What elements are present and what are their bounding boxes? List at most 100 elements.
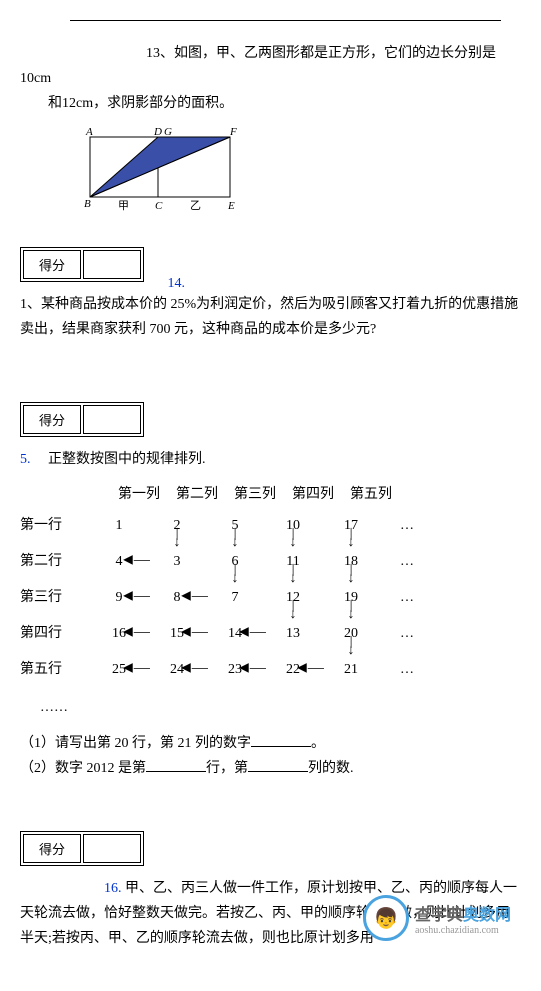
arrow-left-icon: ◄— [178, 583, 206, 612]
cell-1-4: 10↓ [264, 513, 322, 538]
arrow-down-icon: ↓ [347, 603, 354, 619]
arrow-left-icon: ◄— [178, 655, 206, 684]
blank-field [146, 757, 206, 772]
p15-q1: （1）请写出第 20 行，第 21 列的数字。 [20, 731, 521, 756]
cell-2-5: 18↓ [322, 549, 380, 574]
arrow-down-icon: ↓ [347, 531, 354, 547]
col-h5: 第五列 [342, 482, 400, 507]
score-label-16: 得分 [23, 834, 81, 863]
svg-text:G: G [164, 127, 172, 138]
cell-1-3: 5↓ [206, 513, 264, 538]
p14-qnum: 1 [20, 297, 27, 312]
ellipsis: … [400, 657, 414, 682]
col-h2: 第二列 [168, 482, 226, 507]
cell-1-5: 17↓ [322, 513, 380, 538]
arrow-left-icon: ◄— [120, 655, 148, 684]
arrow-down-icon: ↓ [231, 567, 238, 583]
p14-num: 14. [168, 276, 186, 291]
svg-text:F: F [229, 127, 237, 138]
score-label: 得分 [23, 250, 81, 279]
watermark-text: 查字典奥数网 aoshu.chazidian.com [415, 901, 511, 936]
ellipsis: … [400, 549, 414, 574]
arrow-left-icon: ◄— [120, 547, 148, 576]
watermark-logo: 👦 [363, 895, 409, 941]
cell-1-2: 2↓ [148, 513, 206, 538]
blank-field [251, 732, 311, 747]
arrow-down-icon: ↓ [289, 603, 296, 619]
svg-text:甲: 甲 [118, 200, 129, 212]
cell-2-2: ◄—3 [148, 549, 206, 574]
row-1: 第一行 1 2↓ 5↓ 10↓ 17↓ … [20, 507, 521, 543]
arrow-down-icon: ↓ [289, 531, 296, 547]
col-headers: 第一列 第二列 第三列 第四列 第五列 [110, 482, 521, 507]
svg-text:C: C [155, 200, 163, 212]
arrow-left-icon: ◄— [294, 655, 322, 684]
p14-text: 、某种商品按成本价的 25%为利润定价，然后为吸引顾客又打着九折的优惠措施卖出，… [20, 297, 518, 337]
row-4: 第四行 16 ◄—15 ◄—14 ◄—13 20↓ … [20, 615, 521, 651]
score-box-15: 得分 [20, 402, 144, 437]
cell-1-1: 1 [90, 513, 148, 538]
ellipsis: … [400, 621, 414, 646]
cell-3-4: 12↓ [264, 585, 322, 610]
score-row-14: 得分 14. [20, 237, 521, 292]
ellipsis: … [400, 585, 414, 610]
arrow-down-icon: ↓ [231, 531, 238, 547]
row-label-1: 第一行 [20, 513, 90, 538]
top-rule [70, 20, 501, 21]
arrow-down-icon: ↓ [173, 531, 180, 547]
score-label-15: 得分 [23, 405, 81, 434]
arrow-left-icon: ◄— [178, 619, 206, 648]
score-value-15 [83, 405, 141, 434]
p13-text1: 、如图，甲、乙两图形都是正方形，它们的边长分别是10cm [20, 46, 496, 86]
p13-line1: 13、如图，甲、乙两图形都是正方形，它们的边长分别是10cm [20, 41, 521, 91]
ellipsis: … [400, 513, 414, 538]
p16-num: 16. [104, 881, 122, 896]
svg-text:A: A [85, 127, 93, 138]
problem-15: 5. 正整数按图中的规律排列. 第一列 第二列 第三列 第四列 第五列 第一行 … [20, 447, 521, 781]
row-label-4: 第四行 [20, 621, 90, 646]
cell-4-5: 20↓ [322, 621, 380, 646]
p15-q2: （2）数字 2012 是第行，第列的数. [20, 756, 521, 781]
p15-num: 5. [20, 452, 31, 467]
score-value [83, 250, 141, 279]
col-h4: 第四列 [284, 482, 342, 507]
cell-5-5: ◄—21 [322, 657, 380, 682]
problem-14: 1、某种商品按成本价的 25%为利润定价，然后为吸引顾客又打着九折的优惠措施卖出… [20, 292, 521, 342]
p13-num: 13 [146, 46, 160, 61]
row-3: 第三行 9 ◄—8 ◄—7 12↓ 19↓ … [20, 579, 521, 615]
arrow-left-icon: ◄— [120, 619, 148, 648]
cell-4-4: ◄—13 [264, 621, 322, 646]
cell-2-4: 11↓ [264, 549, 322, 574]
arrow-down-icon: ↓ [347, 639, 354, 655]
score-value-16 [83, 834, 141, 863]
problem-13: 13、如图，甲、乙两图形都是正方形，它们的边长分别是10cm 和12cm，求阴影… [20, 41, 521, 217]
row-label-2: 第二行 [20, 549, 90, 574]
arrow-left-icon: ◄— [120, 583, 148, 612]
svg-text:乙: 乙 [190, 199, 201, 212]
cell-2-3: 6↓ [206, 549, 264, 574]
svg-text:B: B [84, 198, 91, 210]
col-h3: 第三列 [226, 482, 284, 507]
p13-diagram: A D G F B C E 甲 乙 [80, 127, 521, 217]
arrow-down-icon: ↓ [347, 567, 354, 583]
ellipsis-below: …… [40, 695, 521, 720]
p13-line2: 和12cm，求阴影部分的面积。 [20, 91, 521, 116]
p15-text: 正整数按图中的规律排列. [48, 452, 206, 467]
col-h1: 第一列 [110, 482, 168, 507]
row-2: 第二行 4 ◄—3 6↓ 11↓ 18↓ … [20, 543, 521, 579]
row-5: 第五行 25 ◄—24 ◄—23 ◄—22 ◄—21 … [20, 651, 521, 687]
arrow-left-icon: ◄— [236, 619, 264, 648]
cell-3-3: ◄—7 [206, 585, 264, 610]
arrow-left-icon: ◄— [236, 655, 264, 684]
score-box-14: 得分 [20, 247, 144, 282]
watermark: 👦 查字典奥数网 aoshu.chazidian.com [363, 895, 511, 941]
arrow-down-icon: ↓ [289, 567, 296, 583]
svg-text:D: D [153, 127, 162, 138]
p15-table: 第一列 第二列 第三列 第四列 第五列 第一行 1 2↓ 5↓ 10↓ 17↓ … [20, 482, 521, 720]
blank-field [248, 757, 308, 772]
row-label-3: 第三行 [20, 585, 90, 610]
cell-3-5: 19↓ [322, 585, 380, 610]
svg-text:E: E [227, 200, 235, 212]
row-label-5: 第五行 [20, 657, 90, 682]
score-box-16: 得分 [20, 831, 144, 866]
